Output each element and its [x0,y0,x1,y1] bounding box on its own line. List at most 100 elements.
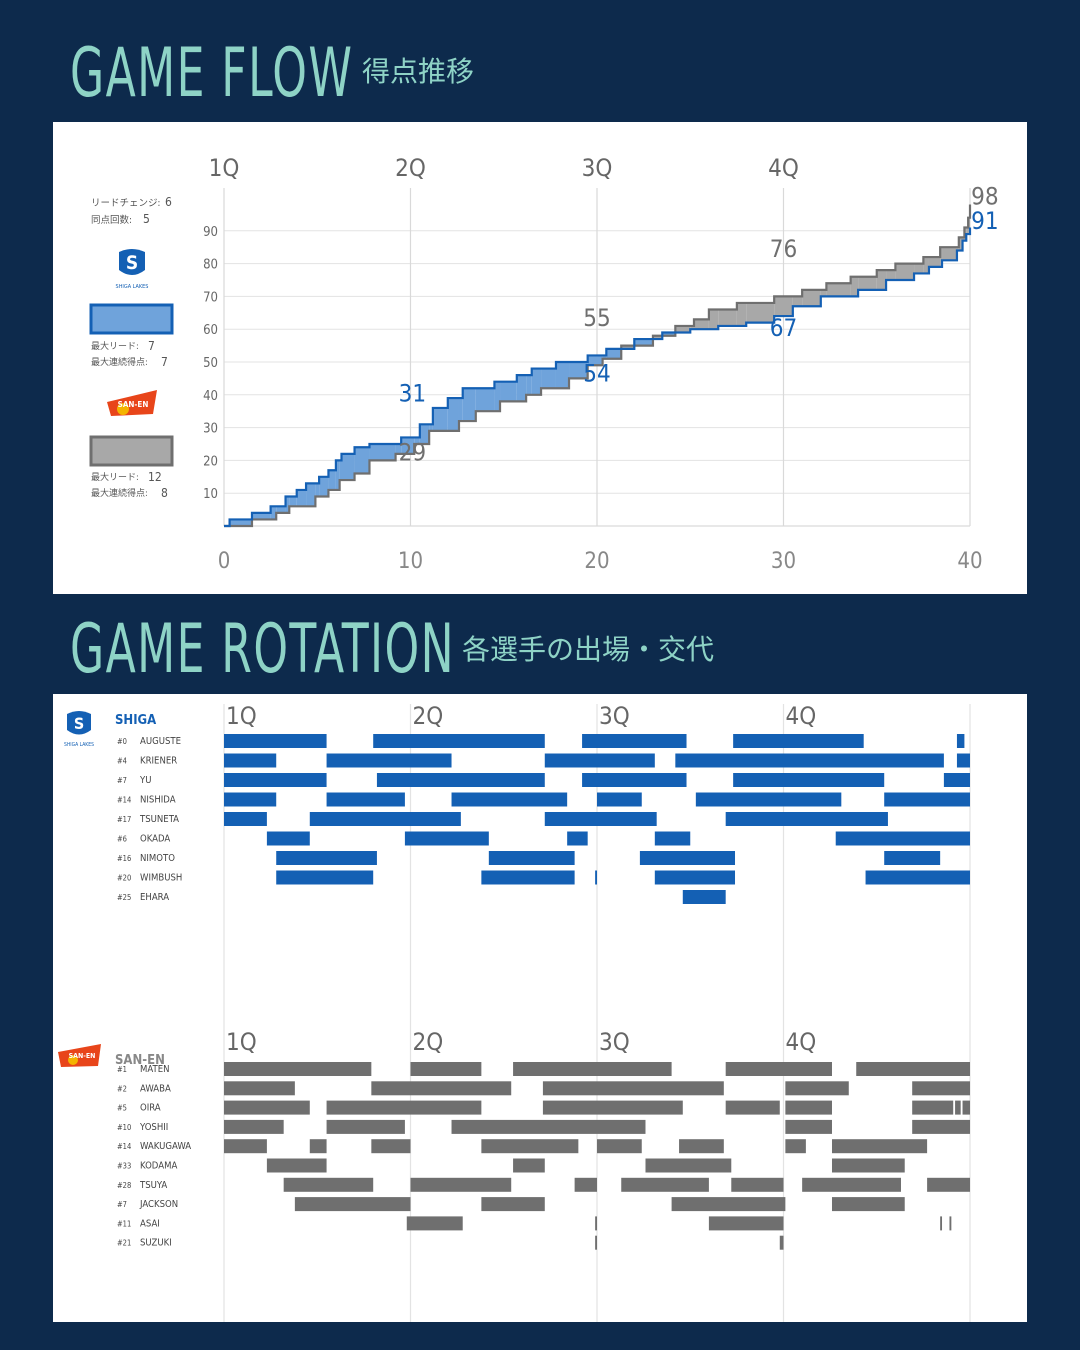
away-lead-area [942,247,957,261]
rotation-quarter-label: 1Q [226,1028,257,1056]
stint-bar [404,831,489,846]
player-number: #21 [117,1239,131,1248]
home-score-line [224,227,972,528]
player-number: #4 [117,757,127,766]
away-lead-area [708,309,719,330]
away-lead-area [958,237,963,251]
shiga-logo: S SHIGA LAKES [116,249,148,290]
player-number: #2 [117,1084,127,1093]
away-lead-area [895,263,915,280]
away-legend-swatch [89,435,174,467]
stint-bar [927,1177,970,1192]
stint-bar [595,870,597,885]
away-max-lead-value: 12 [148,470,162,484]
away-score-annotation: 55 [583,304,610,332]
stint-bar [831,1139,928,1154]
away-lead-area [876,270,887,290]
y-tick-label: 40 [203,389,218,404]
stint-bar [326,1100,482,1115]
rotation-quarter-label: 4Q [786,702,817,730]
home-score-annotation: 54 [583,360,610,388]
stint-bar [309,812,461,826]
y-tick-label: 90 [203,225,218,240]
svg-text:SAN-EN: SAN-EN [118,400,149,409]
home-lead-area [447,398,459,431]
away-lead-area [826,283,851,297]
game-flow-chart: リードチェンジ: 6 同点回数: 5 S SHIGA LAKES 最大リード: … [89,154,999,574]
stint-bar [224,1139,267,1154]
x-tick-label: 0 [218,549,231,574]
stint-bar [675,753,944,768]
home-lead-area [419,424,430,444]
stint-bar [224,792,277,807]
stint-bar [595,1235,597,1250]
player-name: OKADA [140,834,170,845]
player-name: YOSHII [139,1122,168,1133]
stint-bar [912,1119,970,1134]
home-lead-area [494,381,501,412]
stint-bar [224,1119,284,1134]
stint-bar [639,851,736,865]
home-lead-area [414,437,420,444]
stint-bar [224,1081,295,1096]
home-lead-area [429,424,433,431]
stint-bar [597,1119,646,1134]
stint-bar [481,870,575,885]
ties-value: 5 [143,212,150,226]
home-max-run-label: 最大連続得点: [91,356,148,368]
player-number: #0 [117,737,127,746]
stint-bar [451,1119,597,1134]
stint-bar [451,792,568,807]
player-name: WAKUGAWA [140,1141,191,1152]
home-lead-area [369,444,396,461]
home-lead-area [569,362,588,379]
stint-bar [513,1158,545,1173]
stint-bar [582,773,687,787]
stint-bar [283,1177,374,1192]
player-name: JACKSON [139,1199,178,1210]
away-lead-area [802,289,821,307]
stint-bar [224,734,327,748]
stint-bar [682,890,726,904]
stint-bar [949,1216,952,1231]
stint-bar [406,1216,463,1231]
home-lead-area [432,407,448,431]
stint-bar [785,1081,849,1096]
home-lead-area [341,453,355,481]
home-max-lead-label: 最大リード: [91,340,139,352]
quarter-label: 4Q [768,154,799,182]
away-lead-area [966,227,969,235]
away-lead-area [652,335,663,340]
player-name: ASAI [140,1218,160,1229]
stint-bar [326,753,452,768]
player-number: #16 [117,854,131,863]
rotation-quarter-label: 3Q [599,1028,630,1056]
stats-block: リードチェンジ: 6 同点回数: 5 S SHIGA LAKES 最大リード: … [89,195,174,500]
home-lead-area [555,362,570,389]
home-lead-area [606,348,622,359]
home-lead-area [516,375,527,402]
stint-bar [785,1119,832,1134]
player-name: OIRA [140,1103,161,1114]
player-number: #14 [117,796,131,805]
home-lead-area [354,447,370,474]
x-tick-label: 20 [584,549,609,574]
home-score-annotation: 31 [399,379,426,407]
stint-bar [326,1119,405,1134]
home-lead-area [335,460,340,490]
home-lead-area [587,355,603,366]
home-lead-area [462,388,476,422]
y-tick-label: 70 [203,290,218,305]
game-flow-panel: リードチェンジ: 6 同点回数: 5 S SHIGA LAKES 最大リード: … [53,122,1027,594]
stint-bar [371,1139,411,1154]
player-number: #17 [117,815,131,824]
stint-bar [410,1177,512,1192]
rotation-quarter-label: 2Q [413,702,444,730]
x-tick-label: 10 [398,549,423,574]
stint-bar [654,831,691,846]
y-tick-label: 60 [203,323,218,338]
y-tick-label: 80 [203,258,218,273]
home-score-annotation: 91 [971,207,998,235]
ties-label: 同点回数: [91,214,132,226]
stint-bar [802,1177,901,1192]
